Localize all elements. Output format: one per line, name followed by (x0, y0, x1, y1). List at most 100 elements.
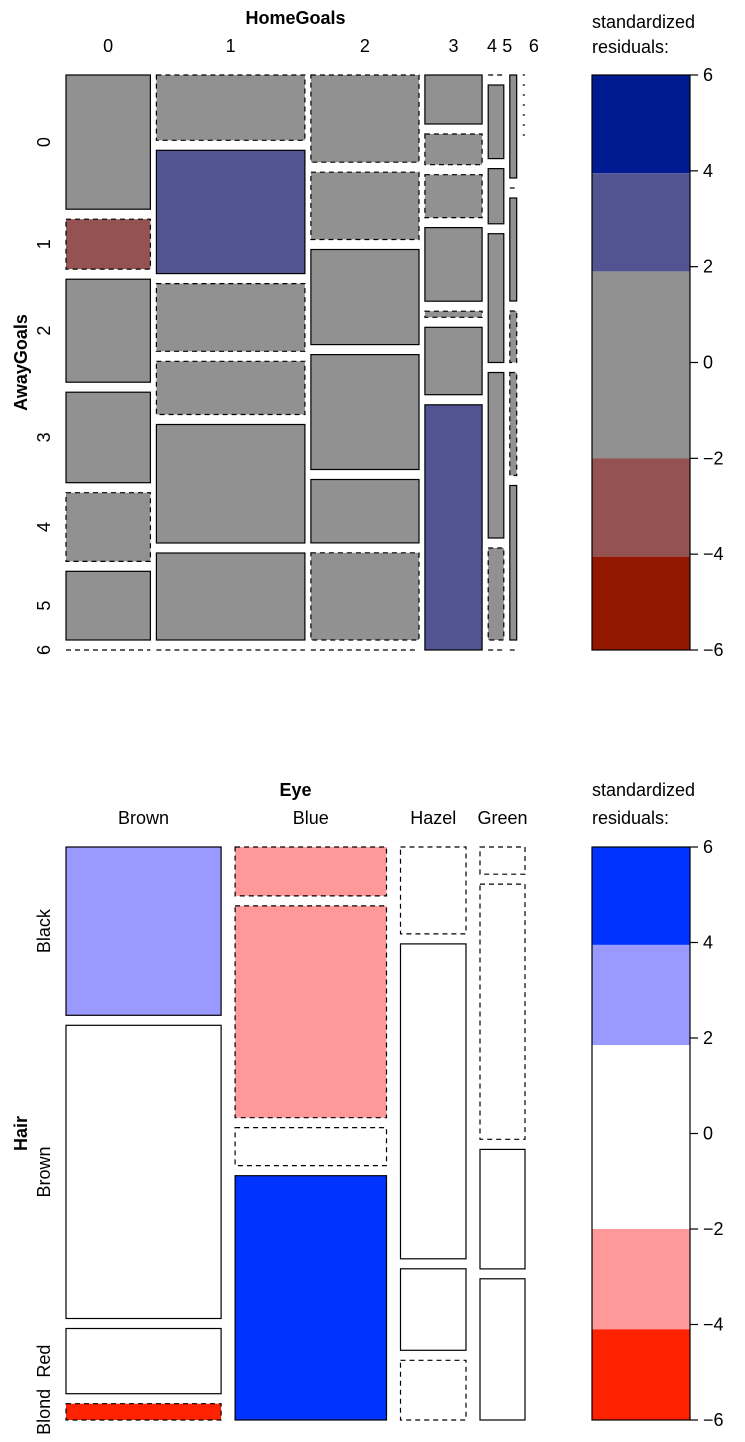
y-tick-label: Blond (34, 1389, 54, 1435)
legend-tick-label: −2 (703, 1219, 724, 1239)
legend-color-band (592, 1229, 690, 1330)
mosaic-tile (487, 233, 505, 364)
mosaic-tile (234, 1126, 388, 1167)
x-tick-label: 6 (529, 36, 539, 56)
mosaic-tile (424, 133, 483, 166)
y-tick-label: Brown (34, 1146, 54, 1197)
legend-color-band (592, 944, 690, 1046)
x-tick-label: 2 (360, 36, 370, 56)
legend-color-band (592, 75, 690, 174)
y-tick-label: 1 (34, 239, 54, 249)
mosaic-tile (155, 423, 306, 544)
x-axis-title: Eye (279, 780, 311, 800)
mosaic-tile (487, 371, 505, 539)
legend-title: residuals: (592, 37, 669, 57)
y-tick-label: Red (34, 1345, 54, 1378)
mosaic-tile (65, 1403, 222, 1421)
legend-tick-label: 6 (703, 65, 713, 85)
mosaic-tile (65, 1327, 222, 1395)
x-tick-label: 5 (502, 36, 512, 56)
mosaic-tile (399, 1268, 467, 1351)
mosaic-tile (479, 1278, 526, 1421)
legend-tick-label: −6 (703, 640, 724, 660)
mosaic-tile (509, 74, 518, 179)
x-tick-label: 4 (487, 36, 497, 56)
y-tick-label: 2 (34, 326, 54, 336)
mosaic-tile (310, 478, 420, 544)
x-axis-title: HomeGoals (245, 8, 345, 28)
mosaic-tile (310, 74, 420, 163)
y-tick-label: 3 (34, 432, 54, 442)
mosaic-tile (65, 74, 152, 210)
y-tick-label: 0 (34, 137, 54, 147)
legend-tick-label: 0 (703, 1124, 713, 1144)
y-axis-title: AwayGoals (11, 314, 31, 411)
legend-tick-label: −6 (703, 1410, 724, 1430)
mosaic-tile (479, 846, 526, 875)
legend-color-band (592, 458, 690, 557)
mosaic-tile (509, 310, 518, 364)
y-tick-label: 5 (34, 601, 54, 611)
legend-tick-label: 0 (703, 353, 713, 373)
mosaic-tile (424, 326, 483, 396)
x-tick-label: 1 (226, 36, 236, 56)
legend-title: residuals: (592, 808, 669, 828)
y-tick-label: 6 (34, 645, 54, 655)
mosaic-tile (424, 174, 483, 219)
legend-color-band (592, 271, 690, 459)
legend-color-band (592, 1329, 690, 1420)
mosaic-tile (479, 1148, 526, 1270)
mosaic-tile (399, 943, 467, 1260)
mosaic-tile (65, 492, 152, 563)
legend-tick-label: 4 (703, 161, 713, 181)
mosaic-tile (487, 547, 505, 641)
y-tick-label: 4 (34, 522, 54, 532)
legend-tick-label: −4 (703, 1315, 724, 1335)
x-tick-label: 3 (449, 36, 459, 56)
mosaic-tile (65, 278, 152, 383)
mosaic-tile (509, 197, 518, 302)
mosaic-tile (487, 84, 505, 160)
mosaic-tile (310, 248, 420, 346)
mosaic-tile (424, 404, 483, 651)
legend-title: standardized (592, 12, 695, 32)
mosaic-tile (155, 149, 306, 275)
x-tick-label: Hazel (410, 808, 456, 828)
legend-color-band (592, 556, 690, 650)
x-tick-label: Blue (293, 808, 329, 828)
y-axis-title: Hair (11, 1116, 31, 1151)
legend-color-band (592, 847, 690, 945)
mosaic-tile (155, 360, 306, 416)
mosaic-tile (234, 846, 388, 897)
mosaic-tile (65, 1024, 222, 1320)
x-tick-label: Green (477, 808, 527, 828)
mosaic-tile (65, 391, 152, 484)
legend-tick-label: 2 (703, 257, 713, 277)
x-tick-label: 0 (103, 36, 113, 56)
legend-tick-label: 6 (703, 837, 713, 857)
mosaic-tile (155, 74, 306, 141)
mosaic-tile (65, 570, 152, 641)
legend-tick-label: −2 (703, 448, 724, 468)
mosaic-tile (310, 354, 420, 471)
mosaic-tile (399, 846, 467, 935)
legend-title: standardized (592, 780, 695, 800)
mosaic-tile (155, 283, 306, 352)
mosaic-tile (424, 227, 483, 302)
mosaic-tile (479, 883, 526, 1140)
y-tick-label: Black (34, 908, 54, 953)
legend-color-band (592, 1045, 690, 1229)
mosaic-tile (509, 371, 518, 477)
mosaic-tile (65, 846, 222, 1016)
legend-tick-label: −4 (703, 544, 724, 564)
mosaic-tile (487, 168, 505, 225)
mosaic-tile (234, 905, 388, 1119)
legend-color-band (592, 173, 690, 272)
mosaic-tile (310, 171, 420, 241)
x-tick-label: Brown (118, 808, 169, 828)
mosaic-tile (509, 484, 518, 641)
mosaic-tile (65, 218, 152, 270)
mosaic-tile (310, 552, 420, 641)
